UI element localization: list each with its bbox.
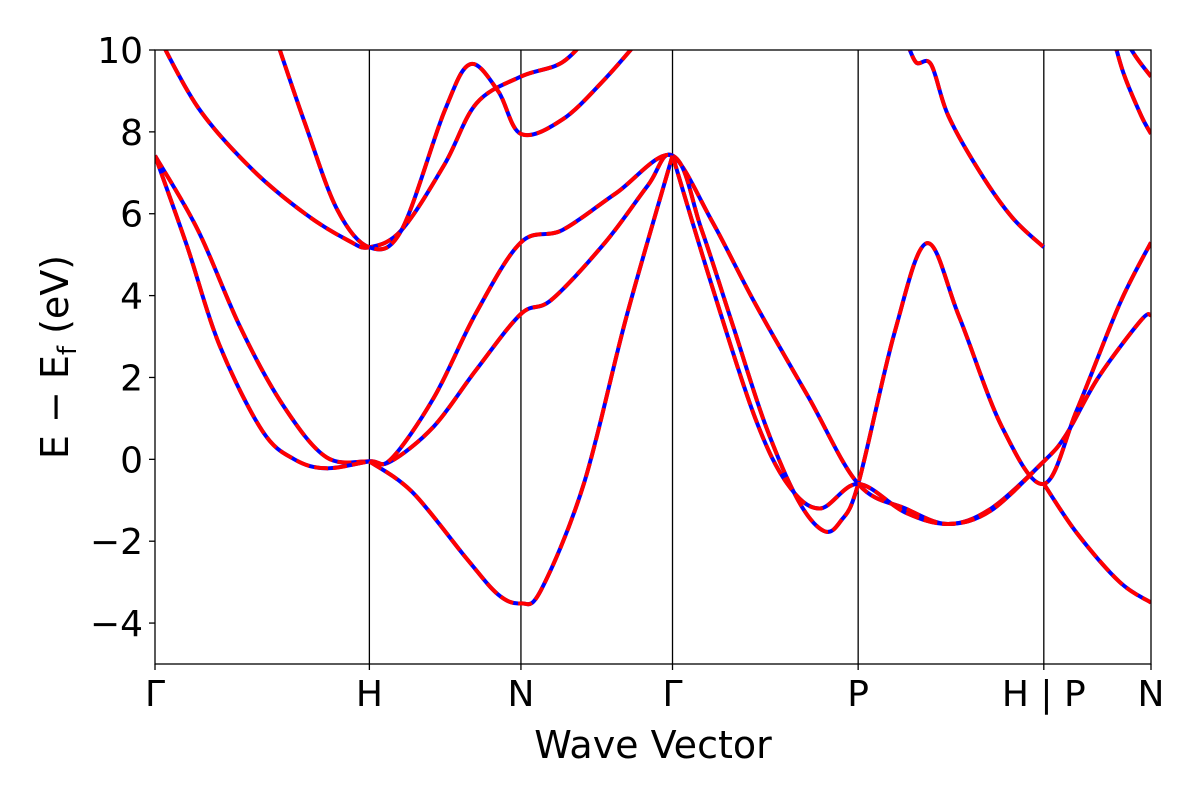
band-line-overlay (155, 152, 1151, 534)
band-line-overlay (368, 155, 675, 607)
y-tick-label: 8 (120, 113, 143, 154)
y-axis-title-main: E − E (33, 355, 77, 459)
band-line-overlay (1042, 482, 1151, 605)
y-axis-title: E − Ef (eV) (33, 255, 83, 459)
band-lines (155, 50, 1151, 607)
x-tick-label: P (847, 674, 869, 715)
y-tick-label: 0 (120, 440, 143, 481)
y-axis-title-subscript: f (53, 345, 83, 355)
y-tick-label: 2 (120, 358, 143, 399)
y-tick-label: 10 (97, 31, 143, 72)
band-line-overlay (1129, 50, 1151, 78)
y-axis-title-unit: (eV) (33, 255, 77, 346)
x-axis-title: Wave Vector (534, 723, 772, 767)
band-line-overlay (277, 50, 634, 252)
x-axis-ticks: Γ H N Γ P H | P N (145, 664, 1165, 715)
y-tick-label: 4 (120, 277, 143, 318)
y-tick-label: 6 (120, 195, 143, 236)
y-tick-label: −4 (90, 604, 143, 645)
x-tick-label: N (1138, 674, 1165, 715)
band-line-overlay (163, 50, 580, 250)
y-axis-ticks: 10 8 6 4 2 0 −2 −4 (90, 31, 155, 645)
x-tick-label: H | P (1002, 674, 1086, 715)
x-tick-label: H (356, 674, 383, 715)
x-tick-label: Γ (145, 674, 165, 715)
x-tick-label: Γ (662, 674, 682, 715)
band-line-overlay (670, 155, 1046, 527)
band-line-overlay (1114, 50, 1151, 135)
band-line-overlay (907, 50, 1046, 249)
y-tick-label: −2 (90, 522, 143, 563)
plot-frame (154, 49, 1152, 665)
x-tick-label: N (507, 674, 534, 715)
kpoint-vertical-lines (368, 50, 1045, 664)
